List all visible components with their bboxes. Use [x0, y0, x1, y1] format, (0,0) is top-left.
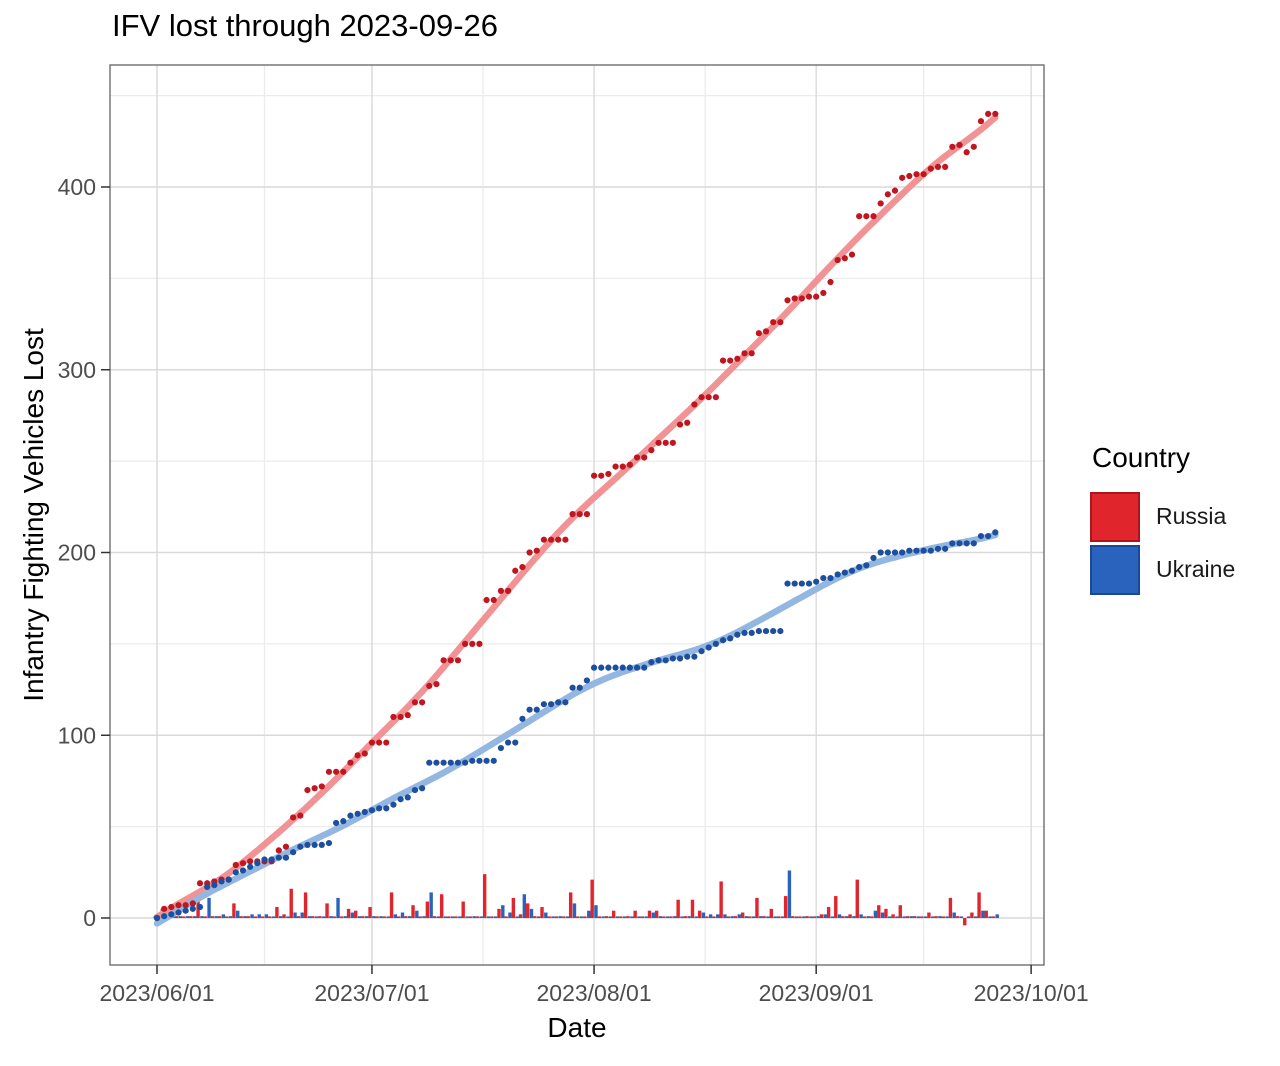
svg-text:0: 0 — [83, 905, 96, 931]
axis-ticks — [101, 186, 1032, 974]
svg-text:2023/10/01: 2023/10/01 — [974, 980, 1089, 1006]
y-axis-title: Infantry Fighting Vehicles Lost — [18, 328, 49, 702]
legend-entry-russia: Russia — [1090, 490, 1235, 543]
svg-text:100: 100 — [58, 722, 96, 748]
dots-ukraine — [153, 529, 999, 922]
svg-text:2023/06/01: 2023/06/01 — [99, 980, 214, 1006]
legend-entry-ukraine: Ukraine — [1090, 543, 1235, 596]
legend-swatch-russia — [1090, 491, 1140, 542]
legend: Country Russia Ukraine — [1090, 442, 1235, 596]
panel-border — [109, 64, 1045, 966]
smooth-line-russia — [153, 114, 999, 921]
legend-title: Country — [1092, 442, 1191, 473]
chart-title: IFV lost through 2023-09-26 — [112, 8, 499, 43]
svg-text:400: 400 — [58, 174, 96, 200]
axis-tick-labels: 2023/06/01 2023/07/01 2023/08/01 2023/09/01… — [58, 174, 1089, 1006]
svg-text:2023/09/01: 2023/09/01 — [759, 980, 874, 1006]
dots-russia — [153, 110, 999, 922]
daily-bars-ukraine — [157, 870, 999, 918]
svg-text:300: 300 — [58, 357, 96, 383]
svg-text:200: 200 — [58, 540, 96, 566]
svg-text:2023/07/01: 2023/07/01 — [314, 980, 429, 1006]
legend-label-ukraine: Ukraine — [1156, 556, 1236, 582]
x-axis-title: Date — [547, 1012, 607, 1043]
grid-minor — [110, 65, 1044, 965]
legend-swatch-ukraine — [1090, 544, 1140, 595]
smooth-line-ukraine — [153, 531, 999, 927]
legend-label-russia: Russia — [1156, 503, 1227, 529]
svg-text:2023/08/01: 2023/08/01 — [537, 980, 652, 1006]
